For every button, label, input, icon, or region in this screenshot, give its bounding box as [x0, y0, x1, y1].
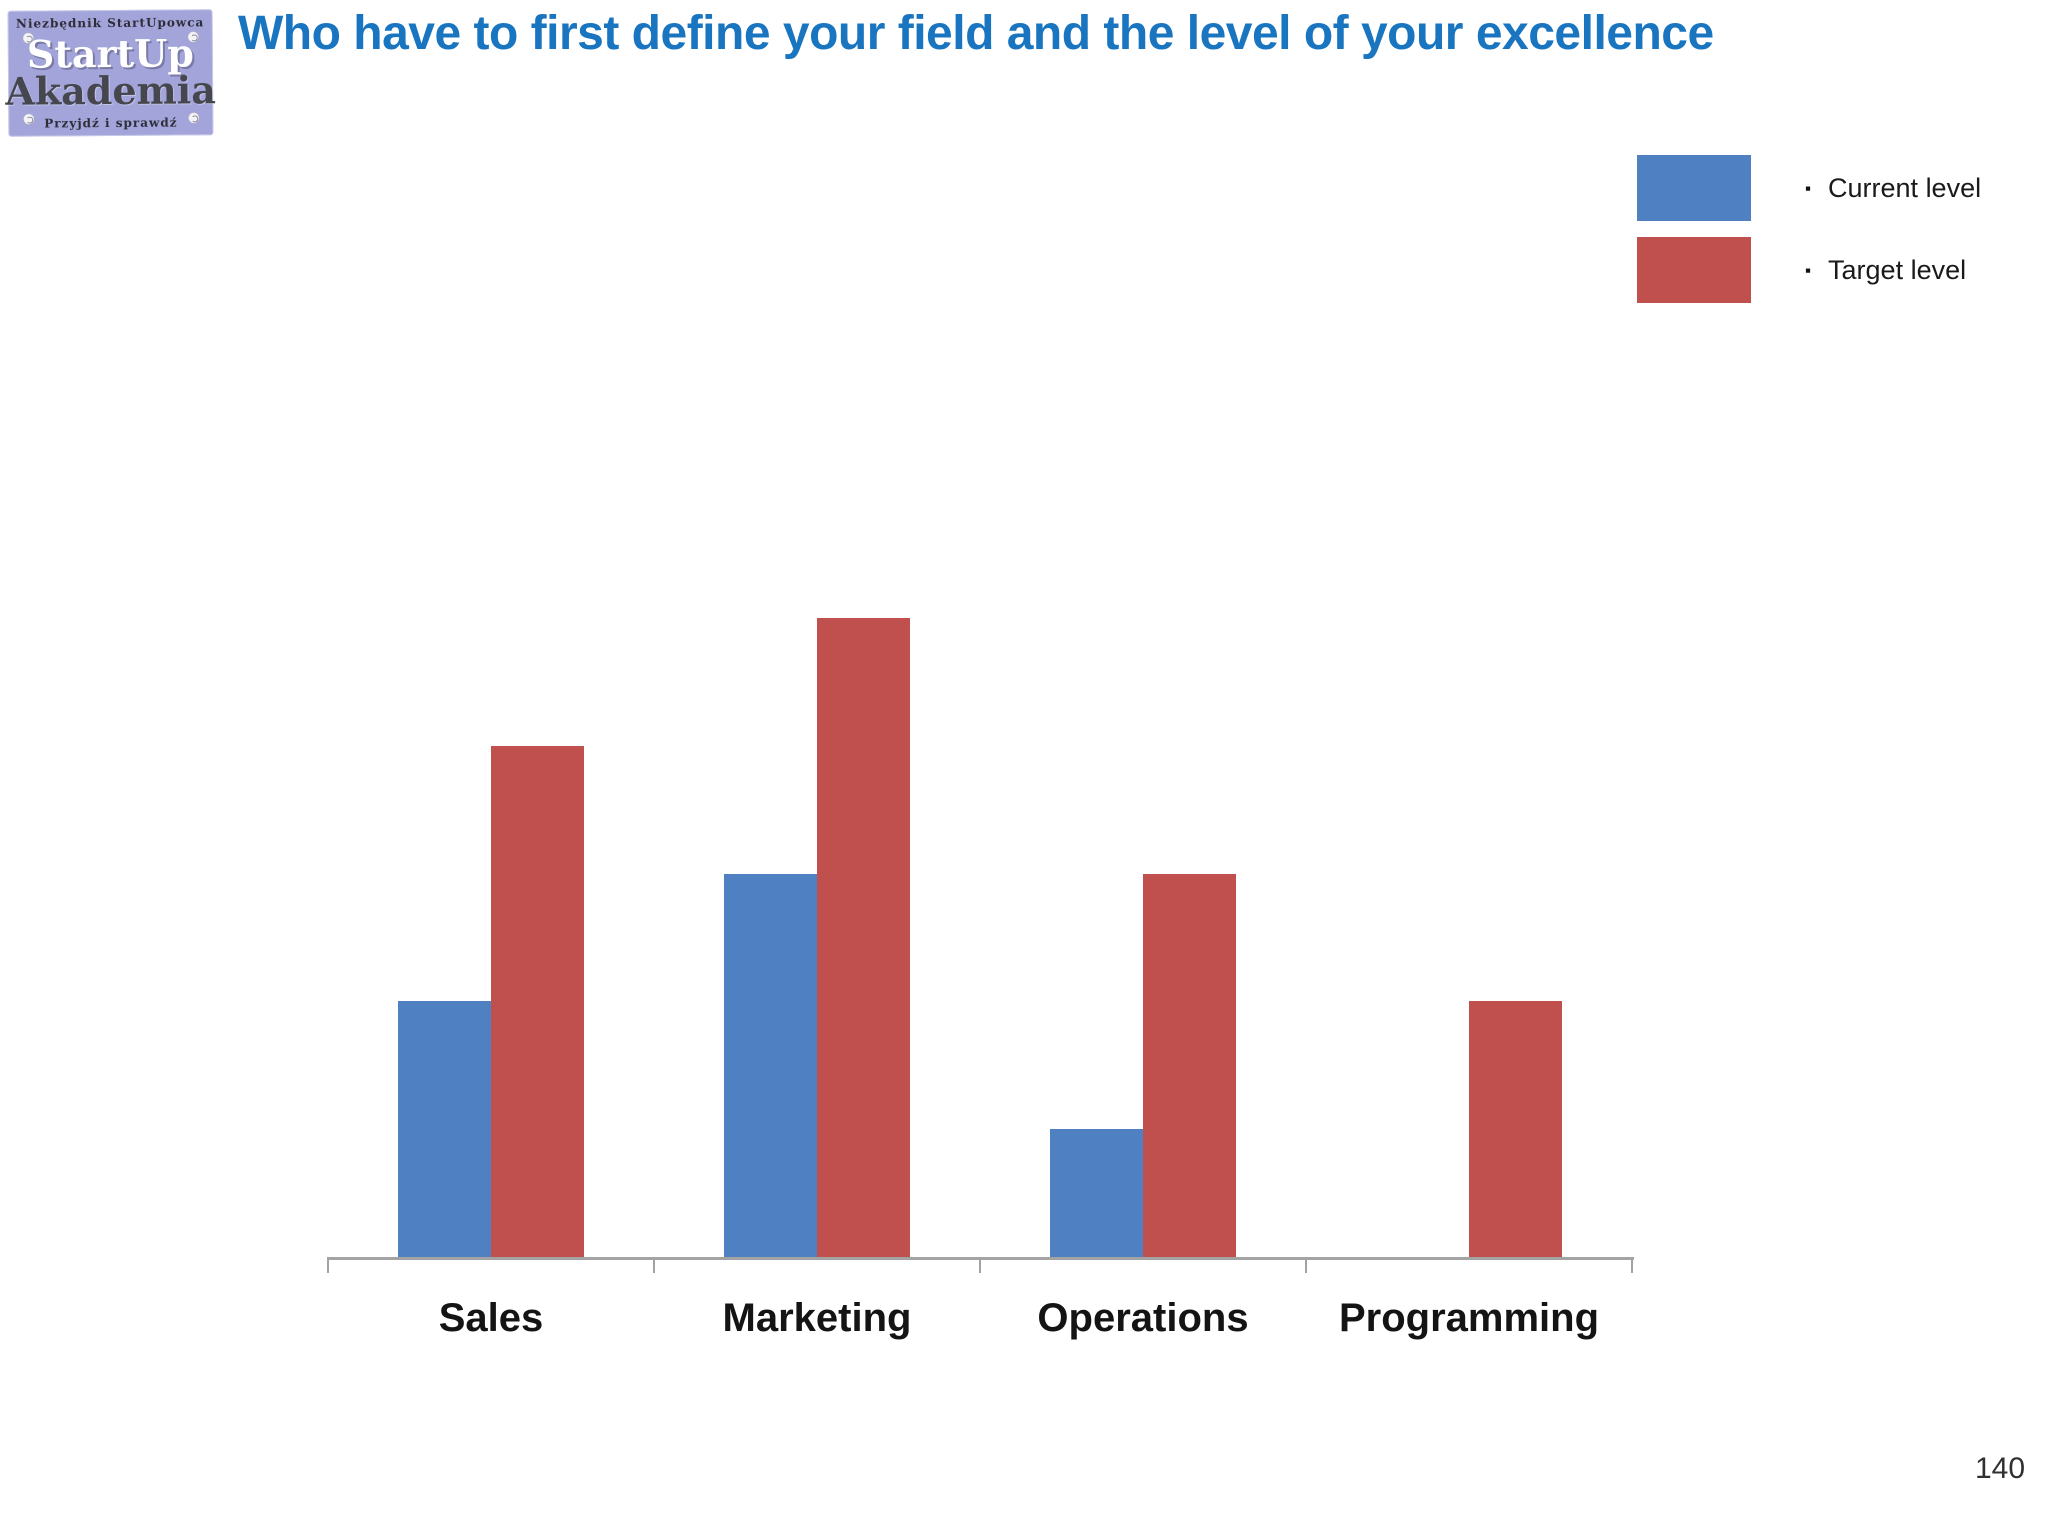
slide-title: Who have to first define your field and …	[238, 7, 1714, 60]
current-level-swatch	[1637, 155, 1751, 221]
x-axis-tick	[653, 1257, 655, 1273]
x-axis-tick	[1631, 1257, 1633, 1273]
chart-legend: ▪ Current level ▪ Target level	[1637, 155, 1981, 319]
bar-current-level-sales	[398, 1001, 491, 1257]
bar-target-level-marketing	[817, 618, 910, 1257]
bar-current-level-operations	[1050, 1129, 1143, 1257]
category-label-marketing: Marketing	[722, 1296, 912, 1340]
x-axis-tick	[979, 1257, 981, 1273]
bar-target-level-programming	[1469, 1001, 1562, 1257]
bullet-icon: ▪	[1805, 178, 1812, 198]
bar-current-level-marketing	[724, 874, 817, 1257]
legend-label-target: Target level	[1828, 254, 1967, 285]
page-number: 140	[1975, 1452, 2026, 1485]
bar-target-level-sales	[491, 746, 584, 1257]
x-axis-tick	[1305, 1257, 1307, 1273]
legend-item-target-level: ▪ Target level	[1637, 237, 1981, 303]
bullet-icon: ▪	[1805, 260, 1812, 280]
target-level-swatch	[1637, 237, 1751, 303]
legend-item-current-level: ▪ Current level	[1637, 155, 1981, 221]
x-axis-tick	[327, 1257, 329, 1273]
x-axis-line	[328, 1257, 1634, 1260]
category-label-sales: Sales	[438, 1296, 544, 1340]
category-label-operations: Operations	[1037, 1296, 1249, 1340]
category-label-programming: Programming	[1338, 1296, 1600, 1340]
legend-label-current: Current level	[1828, 172, 1982, 203]
bar-target-level-operations	[1143, 874, 1236, 1257]
